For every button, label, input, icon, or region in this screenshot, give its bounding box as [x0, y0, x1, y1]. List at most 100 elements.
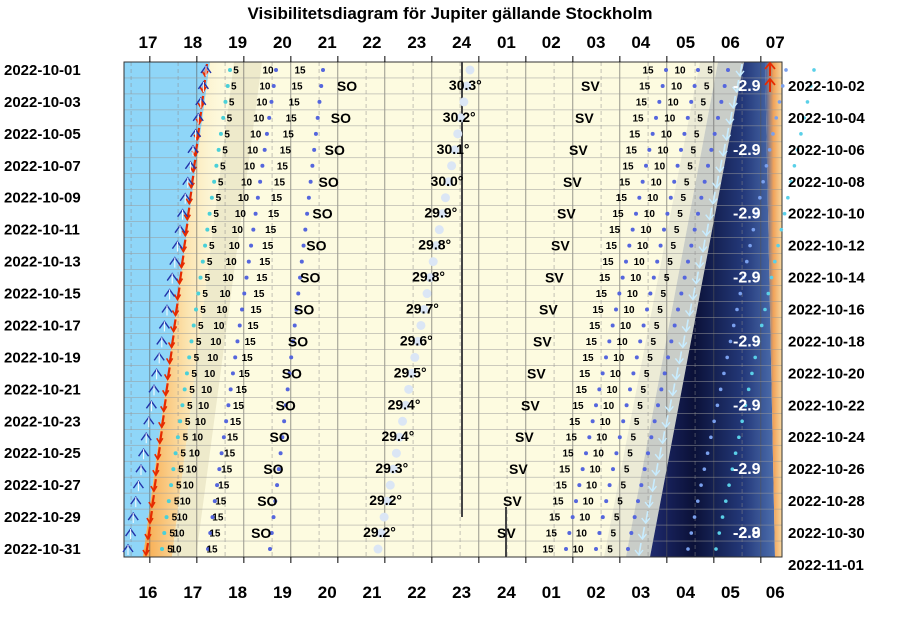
evening-altitude-label: 10: [247, 145, 259, 156]
transit-dot: [465, 65, 475, 75]
morning-altitude-dot: [617, 291, 622, 296]
dark-sky-dot: [735, 307, 739, 312]
jupiter-set-arrowhead: [671, 373, 681, 381]
left-date-label: 2022-10-25: [4, 445, 81, 462]
jupiter-set-arrowhead: [664, 405, 674, 413]
morning-altitude-dot: [638, 339, 643, 344]
morning-altitude-label: 5: [664, 273, 670, 284]
morning-altitude-label: 10: [637, 241, 649, 252]
dark-sky-dot: [764, 163, 769, 168]
evening-altitude-label: 10: [229, 241, 241, 252]
morning-altitude-label: 10: [617, 337, 629, 348]
nautical-twilight-morning: [604, 62, 718, 557]
morning-altitude-dot: [676, 307, 680, 312]
evening-altitude-dot: [162, 531, 167, 536]
morning-altitude-dot: [584, 451, 588, 456]
dark-sky-dot: [779, 227, 784, 232]
dark-sky-dot: [692, 515, 697, 519]
morning-altitude-dot: [665, 211, 670, 216]
southeast-label: SO: [257, 493, 277, 509]
evening-altitude-label: 10: [223, 273, 235, 284]
sunset-arrowhead: [144, 533, 152, 541]
morning-altitude-label: 15: [619, 177, 631, 188]
southeast-label: SO: [288, 333, 308, 349]
sunset-arrowhead: [195, 118, 203, 126]
morning-altitude-dot: [654, 115, 658, 120]
top-hour-label: 23: [407, 33, 426, 52]
transit-dot: [385, 480, 395, 490]
morning-altitude-label: 15: [616, 193, 628, 204]
evening-altitude-dot: [205, 227, 210, 232]
dark-sky-dot: [769, 275, 774, 280]
right-date-label: 2022-10-10: [788, 206, 865, 223]
morning-altitude-label: 10: [644, 209, 656, 220]
morning-altitude-dot: [604, 499, 609, 504]
morning-altitude-label: 10: [627, 289, 639, 300]
magnitude-label: -2.8: [733, 525, 761, 542]
evening-altitude-label: 15: [286, 113, 298, 124]
evening-altitude-label: 5: [227, 113, 233, 124]
jupiter-rise-chevron: [164, 288, 176, 297]
southwest-label: SV: [563, 174, 582, 190]
evening-altitude-label: 5: [187, 401, 193, 412]
morning-altitude-dot: [706, 163, 710, 168]
morning-altitude-dot: [716, 115, 720, 120]
left-date-label: 2022-10-19: [4, 349, 81, 366]
left-date-label: 2022-10-23: [4, 413, 81, 430]
left-date-label: 2022-10-01: [4, 62, 81, 79]
left-date-label: 2022-10-11: [4, 222, 80, 239]
morning-altitude-label: 15: [622, 161, 634, 172]
right-date-label: 2022-10-18: [788, 333, 865, 350]
evening-altitude-label: 15: [289, 97, 301, 108]
jupiter-set-arrow: [661, 431, 666, 444]
dark-sky-dot: [699, 483, 703, 487]
morning-altitude-label: 10: [579, 513, 591, 524]
morning-altitude-label: 15: [596, 289, 608, 300]
evening-altitude-label: 5: [178, 465, 184, 476]
morning-altitude-label: 5: [614, 513, 620, 524]
jupiter-set-arrow: [719, 159, 723, 172]
morning-altitude-dot: [672, 179, 677, 184]
transit-altitude-label: 30.0°: [431, 173, 464, 189]
morning-altitude-dot: [607, 483, 612, 488]
right-date-label: 2022-10-24: [788, 429, 865, 446]
jupiter-set-arrow: [638, 542, 642, 556]
transit-altitude-label: 29.8°: [412, 269, 445, 285]
evening-altitude-dot: [244, 275, 249, 280]
dark-sky-dot: [754, 211, 759, 216]
evening-altitude-dot: [189, 339, 194, 344]
evening-altitude-dot: [210, 515, 215, 520]
morning-altitude-label: 10: [589, 465, 601, 476]
dark-sky-dot: [805, 100, 810, 104]
bottom-hour-label: 16: [139, 583, 158, 602]
jupiter-set-arrowhead: [708, 198, 718, 205]
morning-altitude-dot: [614, 451, 619, 456]
evening-altitude-dot: [215, 483, 220, 488]
dark-sky-dot: [799, 132, 803, 136]
evening-altitude-label: 15: [259, 257, 271, 268]
evening-altitude-dot: [230, 371, 235, 376]
evening-altitude-label: 10: [204, 369, 216, 380]
morning-altitude-dot: [666, 355, 670, 360]
dark-sky-dot: [718, 387, 723, 392]
evening-altitude-dot: [319, 83, 324, 88]
evening-altitude-label: 5: [222, 145, 228, 156]
sunset-arrowhead: [152, 469, 160, 477]
evening-altitude-label: 5: [198, 321, 204, 332]
right-date-label: 2022-10-20: [788, 365, 865, 382]
evening-altitude-label: 5: [183, 433, 189, 444]
jupiter-rise-chevron: [122, 543, 134, 553]
morning-altitude-label: 5: [627, 449, 633, 460]
jupiter-set-arrow: [648, 494, 652, 508]
sunset-arrowhead: [165, 357, 174, 365]
dark-sky-dot: [774, 116, 778, 120]
evening-altitude-label: 15: [221, 465, 233, 476]
evening-altitude-label: 5: [200, 305, 206, 316]
transit-altitude-label: 29.3°: [375, 460, 408, 476]
evening-altitude-dot: [282, 419, 287, 424]
jupiter-rise-chevron: [182, 176, 194, 186]
morning-altitude-label: 5: [624, 465, 630, 476]
left-date-label: 2022-10-09: [4, 190, 81, 207]
top-hour-label: 19: [228, 33, 247, 52]
morning-altitude-label: 5: [637, 401, 643, 412]
